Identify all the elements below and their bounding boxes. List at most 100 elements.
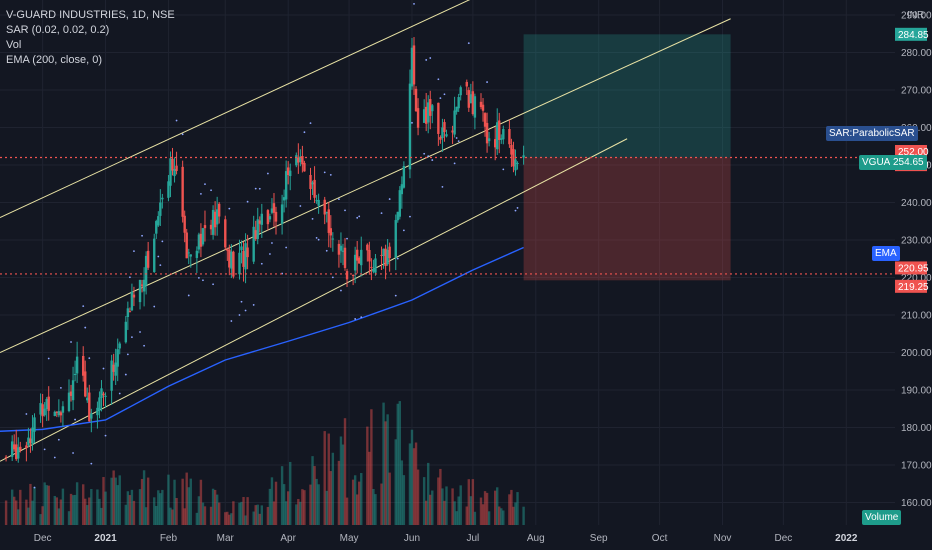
ema-tag[interactable]: EMA: [872, 246, 900, 261]
volume-bar: [71, 495, 75, 525]
volume-bar: [469, 496, 473, 525]
volume-bar: [226, 511, 229, 525]
time-tick: Jun: [404, 533, 420, 544]
time-tick: Mar: [217, 533, 235, 544]
sar-dot: [141, 234, 143, 237]
price-label-bg: [895, 279, 927, 293]
sar-dot: [25, 413, 28, 415]
volume-bar: [341, 444, 345, 525]
candle-body: [100, 388, 103, 398]
candle-body: [82, 355, 85, 376]
candle-body: [246, 247, 249, 258]
candle-body: [445, 134, 448, 137]
time-axis[interactable]: Dec 2021 Feb Mar Apr May Jun Jul Aug Sep Oct Nov Dec…: [34, 533, 858, 544]
volume-bar: [439, 468, 442, 525]
volume-bar: [29, 483, 32, 525]
candle-body: [19, 446, 22, 451]
candle-body: [175, 165, 178, 171]
volume-bar: [104, 491, 107, 525]
volume-bar: [358, 481, 361, 525]
profit-zone: [523, 34, 731, 158]
volume-bar: [398, 401, 402, 525]
candle-body: [4, 456, 8, 458]
volume-bars: [4, 401, 525, 525]
candle-body: [270, 208, 274, 213]
candle-body: [351, 275, 355, 277]
currency-label: INR: [907, 10, 925, 21]
candles: [4, 37, 525, 463]
volume-bar: [465, 506, 468, 525]
candle-body: [295, 155, 298, 166]
sar-dot: [455, 137, 458, 139]
candle-body: [289, 170, 292, 177]
time-tick: Aug: [527, 533, 545, 544]
volume-bar: [55, 497, 59, 525]
price-axis[interactable]: 160.00 170.00 180.00 190.00 200.00 210.00 220.…: [895, 0, 932, 550]
candle-body: [25, 445, 28, 449]
long-position-zones[interactable]: [523, 34, 731, 281]
sar-dot: [157, 255, 160, 258]
candle-body: [481, 104, 485, 111]
legend-sar[interactable]: SAR (0.02, 0.02, 0.2): [6, 24, 110, 36]
volume-bar: [455, 511, 458, 525]
volume-bar: [368, 451, 371, 525]
candle-body: [315, 200, 318, 202]
volume-bar: [396, 403, 399, 525]
price-tick: 280.00: [901, 48, 932, 59]
candle-body: [197, 234, 201, 250]
sar-dot: [88, 357, 91, 360]
candle-body: [402, 166, 406, 188]
ema-polyline: [0, 246, 524, 432]
sar-dot: [258, 187, 261, 190]
candle-body: [414, 88, 418, 112]
legend-vol[interactable]: Vol: [6, 39, 22, 51]
candle-body: [55, 411, 59, 413]
horizontal-lines[interactable]: [0, 156, 895, 275]
volume-bar: [10, 489, 14, 525]
candle-body: [343, 247, 347, 268]
volume-bar: [197, 496, 201, 525]
sar-tag[interactable]: SAR:ParabolicSAR: [826, 126, 918, 141]
volume-bar: [144, 507, 148, 525]
volume-bar: [485, 492, 489, 525]
candle-body: [258, 220, 261, 224]
volume-bar: [284, 501, 288, 525]
sar-dot: [317, 238, 320, 241]
channel-lines[interactable]: [0, 0, 731, 462]
candle-body: [299, 156, 302, 163]
candle-body: [382, 248, 385, 256]
volume-bar: [467, 479, 471, 525]
sar-dot: [212, 283, 214, 286]
sar-dot: [57, 438, 60, 441]
volume-bar: [355, 494, 359, 525]
candle-body: [203, 225, 207, 229]
volume-bar: [128, 495, 132, 525]
volume-bar: [483, 491, 487, 525]
price-label: 252.00: [898, 147, 929, 158]
volume-bar: [410, 429, 414, 525]
volume-bar: [313, 466, 316, 525]
candle-body: [90, 413, 93, 419]
candle-body: [441, 127, 444, 139]
sar-dot: [329, 174, 332, 176]
sar-dot: [340, 289, 342, 292]
candle-body: [496, 122, 499, 150]
candle-body: [53, 411, 56, 416]
volume-bar: [272, 501, 276, 525]
candle-body: [57, 411, 61, 416]
volume-bar: [240, 501, 243, 525]
sar-dot: [425, 59, 428, 61]
candle-body: [510, 144, 513, 155]
sar-dot: [394, 294, 397, 297]
candle-body: [47, 396, 50, 411]
volume-tag[interactable]: Volume: [862, 510, 902, 525]
volume-bar: [45, 485, 48, 525]
legend-ema[interactable]: EMA (200, close, 0): [6, 54, 102, 66]
volume-bar: [459, 485, 462, 525]
legend-symbol[interactable]: V-GUARD INDUSTRIES, 1D, NSE: [6, 9, 175, 21]
sar-dot: [143, 344, 145, 347]
volume-bar: [508, 494, 511, 525]
candle-body: [508, 129, 511, 145]
time-tick: Dec: [774, 533, 792, 544]
